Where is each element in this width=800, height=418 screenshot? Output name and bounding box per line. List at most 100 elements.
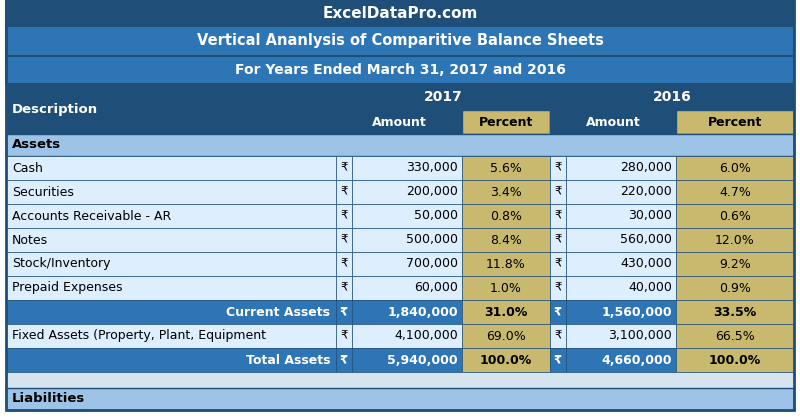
Bar xyxy=(336,228,352,252)
Text: 100.0%: 100.0% xyxy=(709,354,761,367)
Bar xyxy=(352,252,462,276)
Text: ₹: ₹ xyxy=(554,209,562,222)
Bar xyxy=(550,180,566,204)
Bar xyxy=(550,324,566,348)
Text: ₹: ₹ xyxy=(340,209,348,222)
Text: 3,100,000: 3,100,000 xyxy=(608,329,672,342)
Bar xyxy=(352,348,462,372)
Text: 0.6%: 0.6% xyxy=(719,209,751,222)
Bar xyxy=(6,388,794,410)
Bar xyxy=(550,252,566,276)
Bar xyxy=(352,156,462,180)
Text: 1.0%: 1.0% xyxy=(490,281,522,295)
Text: 5.6%: 5.6% xyxy=(490,161,522,174)
Text: 30,000: 30,000 xyxy=(628,209,672,222)
Bar xyxy=(352,228,462,252)
Text: ExcelDataPro.com: ExcelDataPro.com xyxy=(322,5,478,20)
Bar xyxy=(566,156,676,180)
Bar xyxy=(336,180,352,204)
Bar xyxy=(550,110,676,134)
Bar xyxy=(676,348,794,372)
Text: Percent: Percent xyxy=(708,115,762,128)
Bar xyxy=(462,348,550,372)
Text: Fixed Assets (Property, Plant, Equipment: Fixed Assets (Property, Plant, Equipment xyxy=(12,329,266,342)
Bar xyxy=(352,276,462,300)
Bar xyxy=(566,228,676,252)
Bar xyxy=(336,156,352,180)
Bar xyxy=(566,252,676,276)
Text: Securities: Securities xyxy=(12,186,74,199)
Bar xyxy=(462,276,550,300)
Bar xyxy=(676,110,794,134)
Bar xyxy=(6,0,794,26)
Text: 8.4%: 8.4% xyxy=(490,234,522,247)
Text: 0.8%: 0.8% xyxy=(490,209,522,222)
Text: ₹: ₹ xyxy=(554,306,562,319)
Bar xyxy=(676,324,794,348)
Bar xyxy=(336,204,352,228)
Text: 1,840,000: 1,840,000 xyxy=(387,306,458,319)
Bar xyxy=(566,276,676,300)
Bar xyxy=(6,228,336,252)
Text: 4,100,000: 4,100,000 xyxy=(394,329,458,342)
Bar xyxy=(6,300,336,324)
Text: ₹: ₹ xyxy=(554,354,562,367)
Bar xyxy=(352,204,462,228)
Text: 3.4%: 3.4% xyxy=(490,186,522,199)
Bar xyxy=(336,348,352,372)
Bar xyxy=(6,252,336,276)
Text: 280,000: 280,000 xyxy=(620,161,672,174)
Text: 200,000: 200,000 xyxy=(406,186,458,199)
Bar xyxy=(462,228,550,252)
Text: 50,000: 50,000 xyxy=(414,209,458,222)
Bar xyxy=(6,348,336,372)
Text: 4.7%: 4.7% xyxy=(719,186,751,199)
Text: Amount: Amount xyxy=(586,115,640,128)
Bar xyxy=(550,228,566,252)
Text: 2016: 2016 xyxy=(653,90,691,104)
Bar xyxy=(336,110,462,134)
Text: ₹: ₹ xyxy=(340,257,348,270)
Bar xyxy=(6,56,794,84)
Bar xyxy=(462,156,550,180)
Text: Liabilities: Liabilities xyxy=(12,393,86,405)
Bar xyxy=(676,204,794,228)
Bar xyxy=(462,324,550,348)
Bar xyxy=(352,300,462,324)
Text: ₹: ₹ xyxy=(340,354,348,367)
Bar xyxy=(676,156,794,180)
Bar xyxy=(462,252,550,276)
Text: 560,000: 560,000 xyxy=(620,234,672,247)
Bar xyxy=(352,324,462,348)
Text: ₹: ₹ xyxy=(554,329,562,342)
Text: 4,660,000: 4,660,000 xyxy=(602,354,672,367)
Bar xyxy=(462,180,550,204)
Text: Percent: Percent xyxy=(479,115,533,128)
Bar xyxy=(6,26,794,56)
Text: 0.9%: 0.9% xyxy=(719,281,751,295)
Text: 700,000: 700,000 xyxy=(406,257,458,270)
Text: ₹: ₹ xyxy=(340,186,348,199)
Bar xyxy=(6,134,794,156)
Text: Vertical Ananlysis of Comparitive Balance Sheets: Vertical Ananlysis of Comparitive Balanc… xyxy=(197,33,603,48)
Text: For Years Ended March 31, 2017 and 2016: For Years Ended March 31, 2017 and 2016 xyxy=(234,63,566,77)
Bar xyxy=(566,300,676,324)
Text: 5,940,000: 5,940,000 xyxy=(387,354,458,367)
Bar xyxy=(550,348,566,372)
Text: Current Assets: Current Assets xyxy=(226,306,330,319)
Bar xyxy=(566,180,676,204)
Text: 12.0%: 12.0% xyxy=(715,234,755,247)
Text: 31.0%: 31.0% xyxy=(484,306,528,319)
Text: Total Assets: Total Assets xyxy=(246,354,330,367)
Text: 220,000: 220,000 xyxy=(620,186,672,199)
Bar xyxy=(566,204,676,228)
Text: ₹: ₹ xyxy=(340,329,348,342)
Bar xyxy=(462,110,550,134)
Text: 500,000: 500,000 xyxy=(406,234,458,247)
Text: 40,000: 40,000 xyxy=(628,281,672,295)
Bar xyxy=(462,204,550,228)
Text: ₹: ₹ xyxy=(554,161,562,174)
Text: ₹: ₹ xyxy=(554,234,562,247)
Bar xyxy=(336,324,352,348)
Bar xyxy=(550,300,566,324)
